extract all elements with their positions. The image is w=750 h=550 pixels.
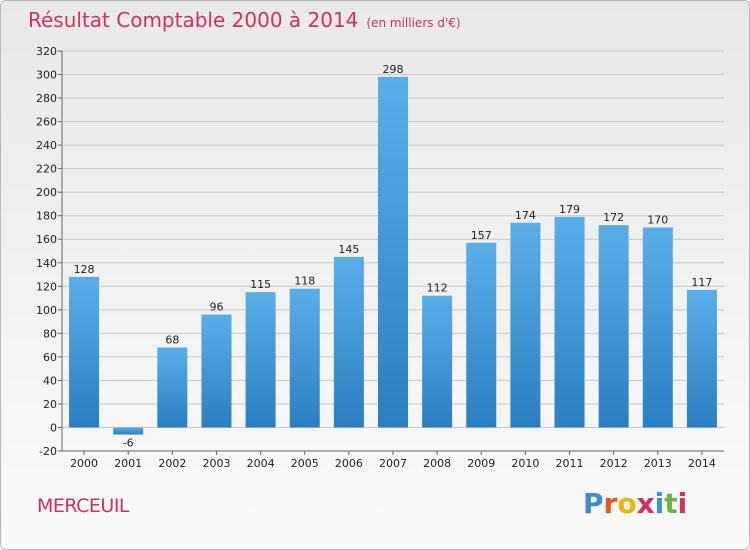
- y-tick-label: 120: [36, 280, 57, 293]
- data-label: 179: [559, 203, 580, 216]
- bar: [510, 222, 541, 428]
- x-tick-label: 2008: [423, 457, 451, 470]
- bar: [466, 242, 497, 428]
- logo-letter: x: [636, 487, 655, 520]
- x-tick-label: 2006: [335, 457, 363, 470]
- data-label: 298: [383, 63, 404, 76]
- bar: [642, 227, 673, 428]
- y-tick-label: 200: [36, 186, 57, 199]
- data-label: 128: [74, 263, 95, 276]
- x-tick-label: 2014: [688, 457, 716, 470]
- logo-letter: r: [603, 487, 618, 520]
- data-label: 170: [647, 213, 668, 226]
- y-tick-label: 300: [36, 69, 57, 82]
- data-label: 112: [427, 282, 448, 295]
- y-tick-label: 0: [50, 421, 57, 434]
- bar: [686, 289, 717, 428]
- bar: [289, 288, 320, 428]
- x-tick-label: 2007: [379, 457, 407, 470]
- data-label: 118: [294, 275, 315, 288]
- y-tick-label: -20: [39, 445, 57, 458]
- logo-letter: i: [677, 487, 688, 520]
- data-label: -6: [123, 437, 134, 450]
- x-tick-label: 2013: [644, 457, 672, 470]
- bar: [201, 314, 232, 428]
- logo-letter: t: [664, 487, 678, 520]
- x-tick-label: 2004: [247, 457, 275, 470]
- x-tick-label: 2010: [511, 457, 539, 470]
- data-label: 115: [250, 278, 271, 291]
- bar: [554, 216, 585, 428]
- x-tick-label: 2011: [556, 457, 584, 470]
- data-label: 145: [338, 243, 359, 256]
- proxiti-logo: Proxiti: [583, 487, 687, 520]
- y-tick-label: 280: [36, 92, 57, 105]
- x-tick-label: 2001: [114, 457, 142, 470]
- x-tick-label: 2005: [291, 457, 319, 470]
- y-tick-label: 220: [36, 163, 57, 176]
- x-tick-label: 2002: [158, 457, 186, 470]
- y-tick-label: 320: [36, 45, 57, 58]
- y-tick-label: 260: [36, 116, 57, 129]
- data-label: 68: [165, 333, 179, 346]
- logo-letter: i: [654, 487, 665, 520]
- y-tick-label: 80: [43, 327, 57, 340]
- city-name: MERCEUIL: [37, 495, 130, 517]
- y-tick-label: 20: [43, 398, 57, 411]
- x-tick-label: 2012: [600, 457, 628, 470]
- logo-letter: P: [583, 487, 604, 520]
- bar: [333, 256, 364, 428]
- bars: [69, 76, 717, 435]
- x-tick-label: 2000: [70, 457, 98, 470]
- x-tick-label: 2009: [467, 457, 495, 470]
- y-tick-label: 60: [43, 351, 57, 364]
- y-tick-label: 100: [36, 304, 57, 317]
- data-labels: 128 -6 68 96 115 118 145 298 112 157 174 179 172 170 1…: [74, 63, 713, 450]
- data-label: 172: [603, 211, 624, 224]
- bar: [113, 427, 144, 435]
- y-tick-label: 180: [36, 210, 57, 223]
- bar: [69, 276, 100, 428]
- bar: [157, 347, 188, 428]
- x-axis-ticks: 2000 2001 2002 2003 2004 2005 2006 2007 2008 2009…: [70, 451, 716, 470]
- y-tick-label: 160: [36, 233, 57, 246]
- subtitle-text: (en milliers d'€): [366, 16, 461, 30]
- bar: [377, 76, 409, 428]
- title-text: Résultat Comptable 2000 à 2014: [28, 8, 359, 32]
- bar: [598, 225, 629, 428]
- data-label: 117: [691, 276, 712, 289]
- y-tick-label: 40: [43, 374, 57, 387]
- y-tick-label: 240: [36, 139, 57, 152]
- logo-letter: o: [617, 487, 637, 520]
- bar: [245, 292, 276, 428]
- data-label: 157: [471, 229, 492, 242]
- x-tick-label: 2003: [202, 457, 230, 470]
- data-label: 96: [209, 301, 223, 314]
- data-label: 174: [515, 209, 536, 222]
- y-tick-label: 140: [36, 257, 57, 270]
- chart-title: Résultat Comptable 2000 à 2014 (en millie…: [28, 8, 461, 32]
- bar: [422, 295, 453, 428]
